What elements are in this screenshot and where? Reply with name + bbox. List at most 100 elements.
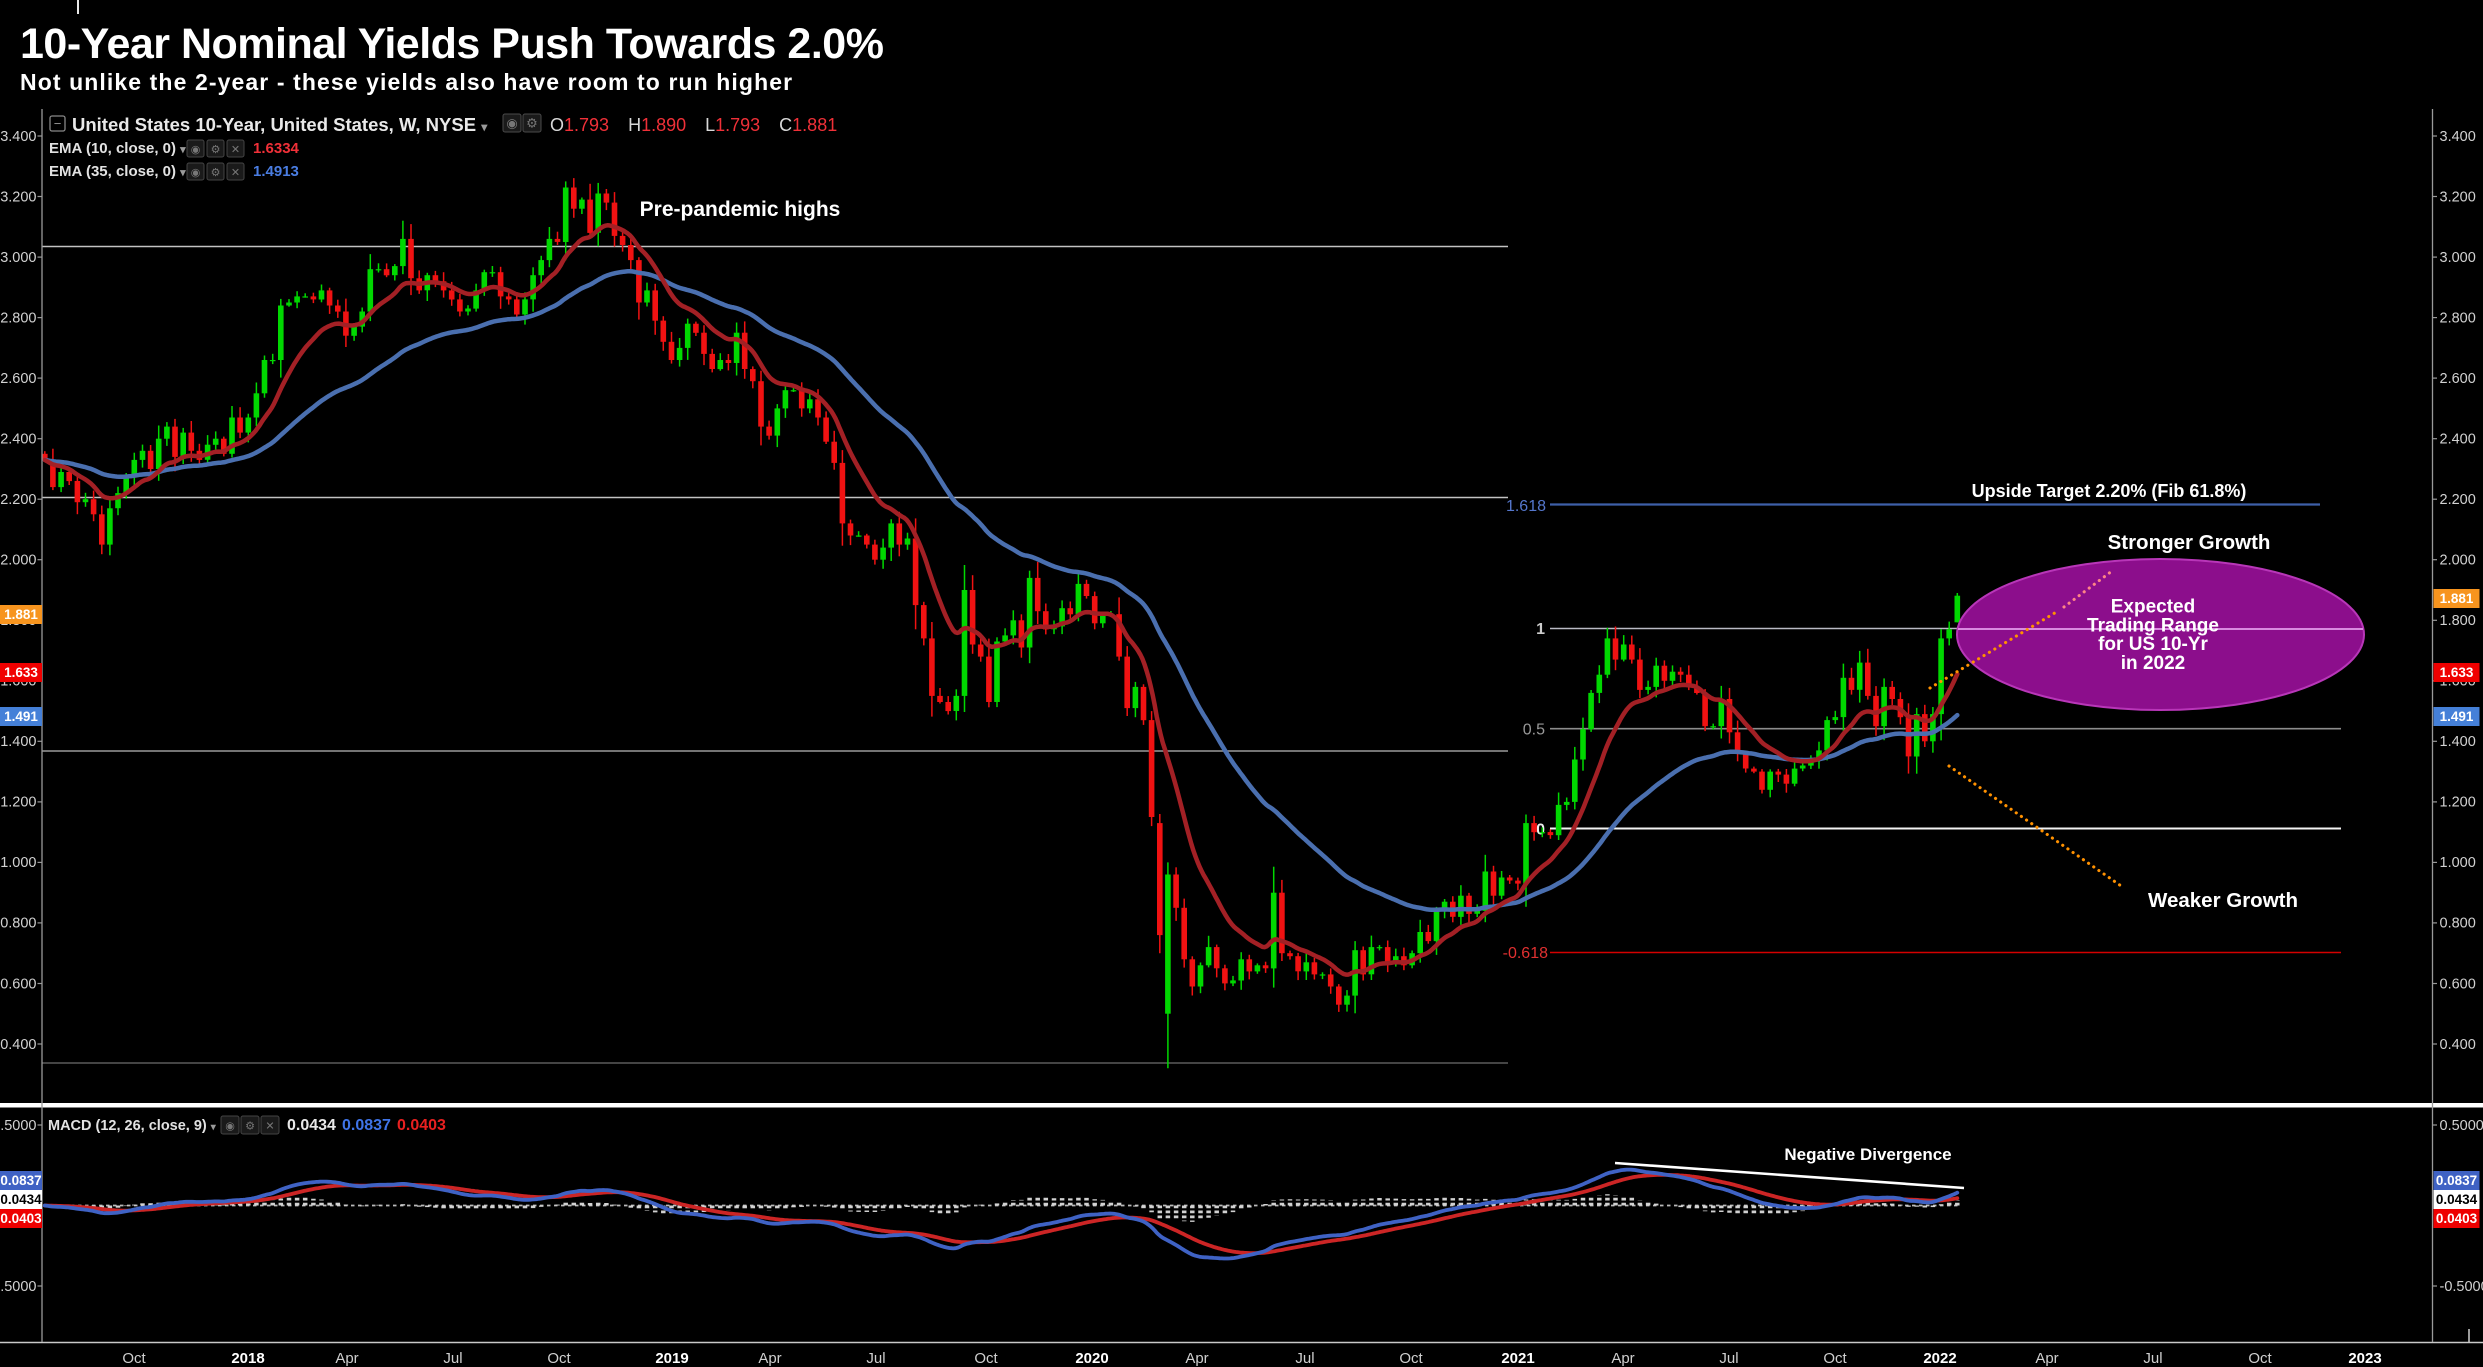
svg-text:-0.618: -0.618: [1503, 945, 1548, 962]
svg-text:Apr: Apr: [758, 1350, 781, 1367]
svg-text:2.800: 2.800: [2440, 310, 2476, 326]
svg-text:Jul: Jul: [1719, 1350, 1738, 1367]
svg-text:1.881: 1.881: [4, 607, 38, 622]
svg-text:2020: 2020: [1075, 1350, 1108, 1367]
svg-text:Oct: Oct: [1399, 1350, 1423, 1367]
svg-text:2023: 2023: [2348, 1350, 2381, 1367]
svg-text:2.400: 2.400: [0, 432, 36, 448]
svg-text:2.400: 2.400: [2440, 432, 2476, 448]
svg-text:1: 1: [1536, 621, 1545, 638]
svg-text:⚙: ⚙: [211, 167, 221, 179]
svg-text:1.491: 1.491: [4, 709, 38, 724]
svg-text:1.881: 1.881: [2440, 591, 2474, 606]
svg-text:3.400: 3.400: [0, 129, 36, 145]
svg-text:1.800: 1.800: [2440, 613, 2476, 629]
svg-text:Oct: Oct: [122, 1350, 146, 1367]
svg-text:2.600: 2.600: [2440, 371, 2476, 387]
svg-text:3.000: 3.000: [2440, 250, 2476, 266]
svg-text:0.800: 0.800: [0, 916, 36, 932]
svg-text:0.400: 0.400: [0, 1037, 36, 1053]
svg-text:0.0837: 0.0837: [342, 1117, 391, 1134]
svg-text:Jul: Jul: [1295, 1350, 1314, 1367]
svg-text:Expected: Expected: [2111, 597, 2195, 618]
svg-text:Oct: Oct: [974, 1350, 998, 1367]
svg-text:2018: 2018: [231, 1350, 264, 1367]
svg-text:2022: 2022: [1923, 1350, 1956, 1367]
svg-text:⚙: ⚙: [526, 116, 538, 131]
svg-text:1.000: 1.000: [2440, 855, 2476, 871]
svg-text:1.6334: 1.6334: [253, 140, 300, 157]
svg-text:Apr: Apr: [1611, 1350, 1634, 1367]
svg-text:Negative Divergence: Negative Divergence: [1784, 1145, 1951, 1164]
svg-text:0.800: 0.800: [2440, 916, 2476, 932]
svg-text:0.0434: 0.0434: [0, 1192, 42, 1207]
svg-text:3.200: 3.200: [0, 189, 36, 205]
svg-text:1.400: 1.400: [2440, 734, 2476, 750]
svg-text:-0.5000: -0.5000: [2440, 1279, 2483, 1295]
svg-text:1.633: 1.633: [4, 665, 38, 680]
svg-text:0.0403: 0.0403: [0, 1211, 42, 1226]
svg-text:Jul: Jul: [443, 1350, 462, 1367]
svg-text:3.000: 3.000: [0, 250, 36, 266]
svg-text:0.400: 0.400: [2440, 1037, 2476, 1053]
svg-text:Apr: Apr: [335, 1350, 358, 1367]
svg-text:0.0837: 0.0837: [0, 1173, 41, 1188]
svg-text:Oct: Oct: [547, 1350, 571, 1367]
svg-text:Weaker Growth: Weaker Growth: [2148, 889, 2298, 912]
svg-text:⚙: ⚙: [211, 144, 221, 156]
svg-text:Jul: Jul: [2143, 1350, 2162, 1367]
svg-text:1.200: 1.200: [2440, 795, 2476, 811]
svg-text:Oct: Oct: [1823, 1350, 1847, 1367]
svg-text:2.800: 2.800: [0, 310, 36, 326]
svg-text:Upside Target 2.20% (Fib 61.8%: Upside Target 2.20% (Fib 61.8%): [1972, 481, 2247, 501]
svg-text:0.0434: 0.0434: [2436, 1192, 2478, 1207]
svg-text:◉: ◉: [191, 167, 201, 179]
svg-text:-0.5000: -0.5000: [0, 1279, 37, 1295]
svg-text:Oct: Oct: [2248, 1350, 2272, 1367]
svg-text:0.600: 0.600: [0, 976, 36, 992]
svg-text:2.200: 2.200: [0, 492, 36, 508]
svg-text:0.0403: 0.0403: [2436, 1211, 2478, 1226]
svg-text:1.200: 1.200: [0, 795, 36, 811]
svg-text:Apr: Apr: [1185, 1350, 1208, 1367]
svg-text:2.200: 2.200: [2440, 492, 2476, 508]
svg-text:−: −: [54, 116, 62, 131]
svg-text:EMA (35, close, 0) ▾: EMA (35, close, 0) ▾: [49, 163, 186, 180]
svg-text:0: 0: [1536, 822, 1545, 839]
svg-text:0.600: 0.600: [2440, 976, 2476, 992]
svg-text:◉: ◉: [225, 1121, 235, 1133]
svg-text:Jul: Jul: [866, 1350, 885, 1367]
svg-text:2019: 2019: [655, 1350, 688, 1367]
svg-text:1.4913: 1.4913: [253, 163, 299, 180]
svg-text:0.0837: 0.0837: [2436, 1173, 2477, 1188]
svg-text:◉: ◉: [506, 116, 517, 131]
svg-text:⚙: ⚙: [245, 1121, 255, 1133]
svg-text:Apr: Apr: [2035, 1350, 2058, 1367]
svg-text:1.491: 1.491: [2440, 709, 2474, 724]
svg-text:0.5: 0.5: [1523, 722, 1545, 739]
svg-text:3.400: 3.400: [2440, 129, 2476, 145]
svg-text:3.200: 3.200: [2440, 189, 2476, 205]
svg-text:EMA (10, close, 0) ▾: EMA (10, close, 0) ▾: [49, 140, 186, 157]
svg-text:1.618: 1.618: [1506, 498, 1546, 515]
svg-text:Pre-pandemic highs: Pre-pandemic highs: [640, 198, 841, 221]
svg-text:1.400: 1.400: [0, 734, 36, 750]
svg-text:✕: ✕: [231, 144, 240, 156]
svg-text:0.5000: 0.5000: [0, 1118, 37, 1134]
svg-text:2.000: 2.000: [0, 553, 36, 569]
svg-text:in 2022: in 2022: [2121, 653, 2185, 674]
svg-text:✕: ✕: [231, 167, 240, 179]
svg-text:Stronger Growth: Stronger Growth: [2108, 531, 2271, 554]
svg-text:✕: ✕: [265, 1121, 274, 1133]
svg-text:2.000: 2.000: [2440, 553, 2476, 569]
svg-text:0.0434: 0.0434: [287, 1117, 336, 1134]
svg-text:for US 10-Yr: for US 10-Yr: [2098, 634, 2208, 655]
svg-text:Trading Range: Trading Range: [2087, 615, 2219, 636]
svg-text:0.5000: 0.5000: [2440, 1118, 2483, 1134]
svg-text:2021: 2021: [1501, 1350, 1534, 1367]
svg-text:1.000: 1.000: [0, 855, 36, 871]
svg-text:0.0403: 0.0403: [397, 1117, 446, 1134]
svg-text:1.633: 1.633: [2440, 665, 2474, 680]
svg-text:2.600: 2.600: [0, 371, 36, 387]
